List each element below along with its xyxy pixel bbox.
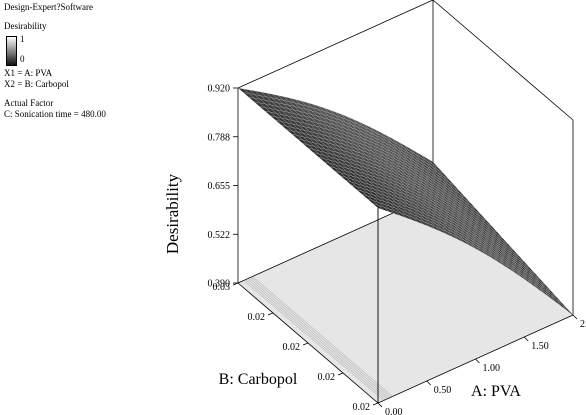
y-tick-label: 0.02 (318, 372, 336, 383)
z-axis-label: Desirability (163, 173, 182, 254)
z-tick-label: 0.655 (208, 181, 231, 192)
color-legend: 1 0 (4, 34, 174, 68)
x-tick-mark (426, 380, 432, 386)
frame-edge-top-right (432, 0, 574, 121)
info-panel: Design-Expert?Software Desirability 1 0 … (4, 2, 174, 120)
software-label: Design-Expert?Software (4, 2, 93, 12)
y-tick-mark (302, 342, 309, 346)
x-tick-label: 1.00 (483, 363, 501, 374)
z-tick-label: 0.788 (208, 132, 231, 143)
floor-contour-line (245, 279, 386, 400)
x-tick-mark (377, 402, 383, 408)
y-tick-mark (267, 312, 274, 316)
y-tick-label: 0.02 (353, 402, 371, 413)
z-tick-label: 0.390 (208, 279, 231, 290)
x-tick-label: 2.00 (580, 319, 586, 330)
x-tick-mark (572, 314, 578, 320)
floor-contour-line (252, 276, 393, 397)
floor-contour-line (248, 277, 390, 399)
factor-x1: X1 = A: PVA (4, 68, 53, 78)
factor-x2: X2 = B: Carbopol (4, 79, 69, 89)
y-tick-label: 0.02 (283, 342, 301, 353)
y-tick-mark (372, 402, 379, 406)
axis-ticks: 0.920 0.788 0.655 0.522 0.390 0.00 0.50 1.00 1.5… (208, 84, 586, 415)
x-tick-mark (523, 336, 529, 342)
y-tick-label: 0.03 (213, 282, 231, 293)
frame-edge-top-left (237, 0, 434, 89)
actual-factor-title: Actual Factor (4, 98, 54, 108)
actual-factor-value: C: Sonication time = 480.00 (4, 109, 106, 119)
floor-contour-line (243, 280, 384, 401)
floor-contour-line (247, 278, 388, 400)
legend-min-label: 0 (20, 54, 25, 64)
x-axis-label: A: PVA (471, 383, 521, 400)
x-tick-label: 0.00 (385, 407, 403, 415)
floor-contour-line (250, 277, 391, 398)
legend-max-label: 1 (20, 34, 25, 44)
y-tick-mark (232, 282, 239, 286)
x-tick-label: 1.50 (531, 341, 549, 352)
response-surface (237, 87, 574, 316)
x-tick-label: 0.50 (434, 385, 452, 396)
x-tick-mark (475, 358, 480, 364)
legend-title: Desirability (4, 21, 47, 31)
z-tick-label: 0.920 (208, 84, 231, 95)
y-tick-label: 0.02 (248, 312, 266, 323)
legend-gradient-bar (6, 36, 17, 66)
y-tick-mark (337, 372, 344, 376)
z-tick-label: 0.522 (208, 230, 231, 241)
y-axis-label: B: Carbopol (219, 371, 298, 388)
